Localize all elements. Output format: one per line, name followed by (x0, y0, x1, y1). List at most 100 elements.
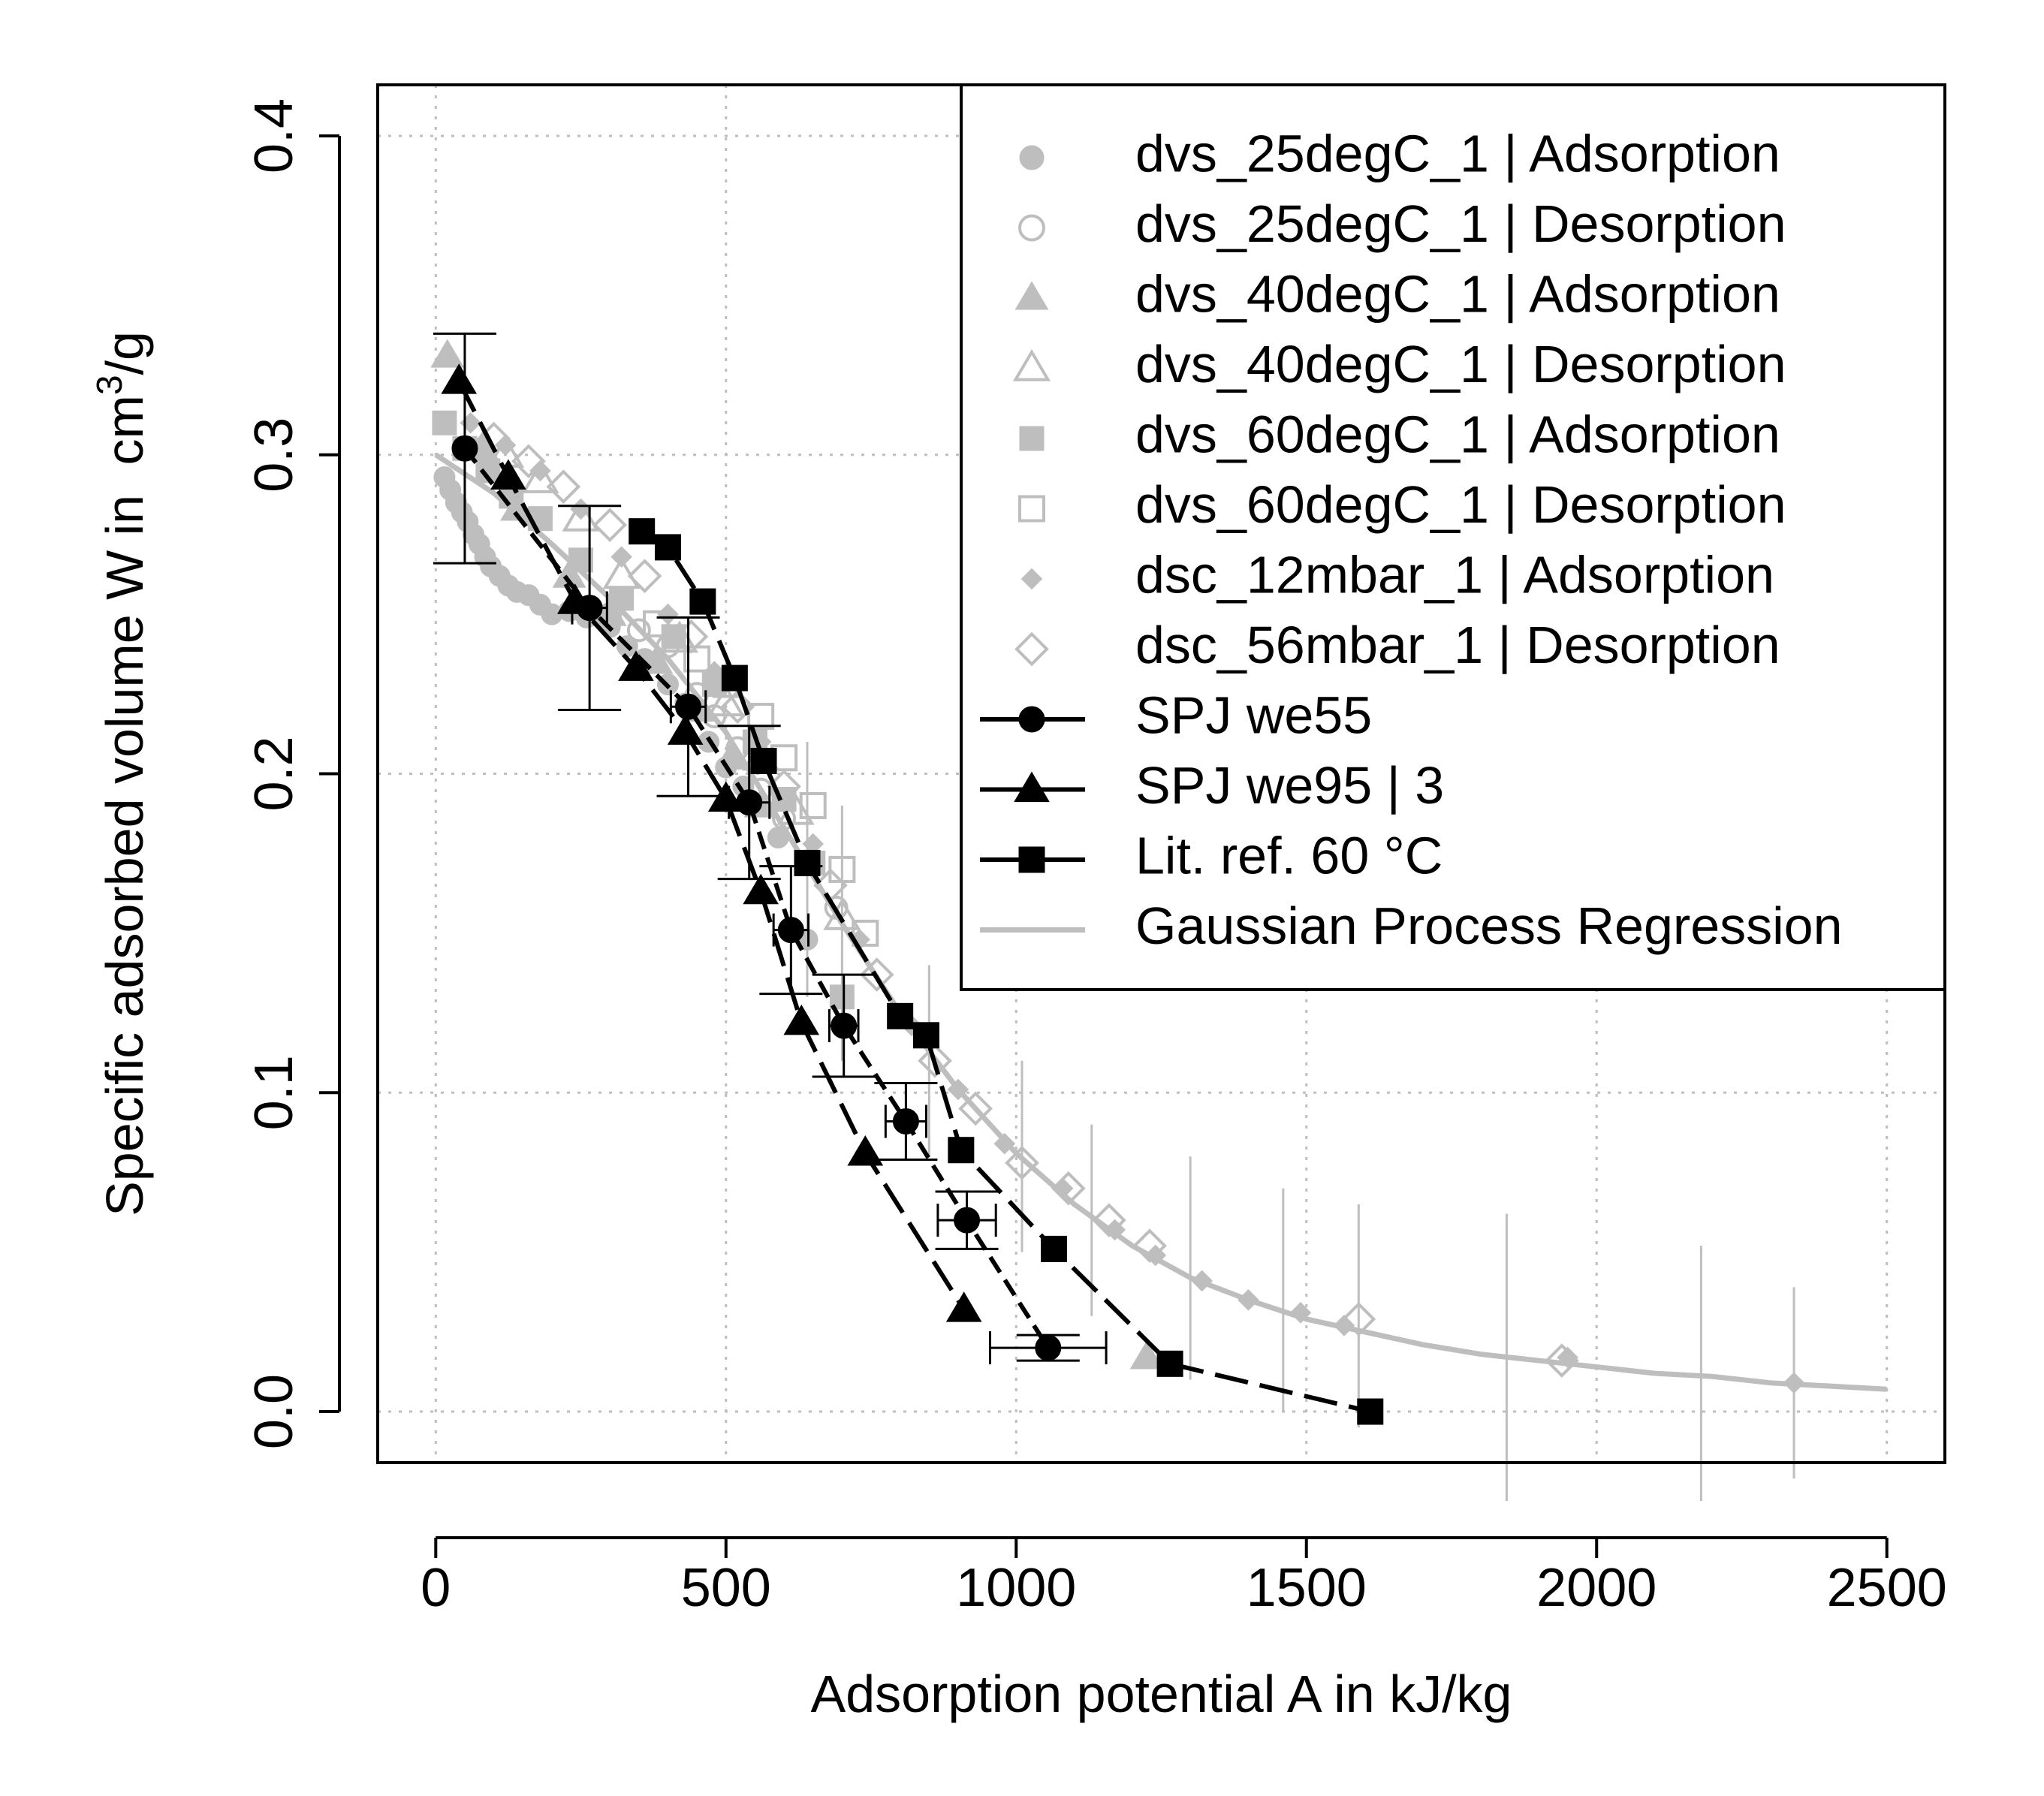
legend-label: dvs_25degC_1 | Adsorption (1135, 124, 1780, 182)
series-line (463, 447, 1051, 1349)
data-point (912, 1022, 939, 1049)
legend-label: Lit. ref. 60 °C (1135, 826, 1443, 884)
data-point (657, 603, 679, 625)
data-point (430, 339, 465, 368)
data-point (689, 588, 716, 615)
y-tick-label: 0.3 (244, 417, 304, 493)
data-point (675, 693, 702, 720)
data-point (704, 661, 725, 683)
data-point (887, 1002, 914, 1029)
x-tick-label: 2000 (1536, 1558, 1657, 1618)
series-line (434, 452, 1887, 1392)
axes: 0 500 1000 1500 2000 2500 0.0 0.1 0.2 0.3 0.4 (244, 98, 1947, 1618)
data-point (707, 684, 745, 717)
legend: dvs_25degC_1 | Adsorption dvs_25degC_1 | … (960, 83, 1946, 991)
data-point (529, 460, 551, 482)
data-point (494, 434, 517, 457)
data-point (750, 748, 777, 775)
data-point (1018, 214, 1045, 242)
data-point (1035, 1334, 1062, 1361)
legend-entry: dvs_60degC_1 | Desorption (1018, 475, 1786, 534)
data-point (610, 546, 632, 568)
data-point (556, 583, 593, 614)
y-axis-title-text: Specific adsorbed volume W in (95, 495, 154, 1216)
legend-entry: Gaussian Process Regression (980, 896, 1843, 955)
x-tick-label: 2500 (1827, 1558, 1947, 1618)
legend-entry: dvs_60degC_1 | Adsorption (1019, 405, 1780, 463)
legend-label: Gaussian Process Regression (1135, 896, 1843, 955)
data-point (794, 849, 821, 876)
data-point (1014, 281, 1049, 310)
data-point (618, 650, 654, 681)
data-point (627, 559, 662, 593)
legend-entry: dsc_56mbar_1 | Desorption (1014, 616, 1780, 674)
y-axis-title-unit: cm (95, 395, 154, 465)
legend-label: dvs_40degC_1 | Desorption (1135, 335, 1786, 393)
data-point (859, 957, 894, 992)
y-axis-title-sup: 3 (90, 375, 130, 395)
data-point (629, 518, 656, 545)
data-point (831, 1012, 858, 1039)
data-point (1341, 1302, 1376, 1336)
y-tick-label: 0.1 (244, 1055, 304, 1130)
data-point (1014, 631, 1049, 667)
data-point (521, 461, 559, 493)
data-point (1092, 1203, 1126, 1238)
data-point (1020, 568, 1043, 590)
data-point (948, 1137, 975, 1164)
series-line (641, 529, 1371, 1414)
legend-label: dvs_25degC_1 | Desorption (1135, 194, 1786, 253)
data-point (451, 435, 478, 462)
data-point (441, 363, 478, 394)
x-tick-label: 0 (421, 1558, 451, 1618)
data-point (1132, 1228, 1167, 1263)
data-point (667, 714, 704, 745)
legend-entry: dvs_25degC_1 | Desorption (1018, 194, 1786, 253)
data-point (918, 1043, 952, 1078)
data-point (1012, 348, 1051, 381)
y-axis-title-suffix: /g (95, 331, 154, 375)
data-point (720, 689, 755, 725)
data-point (799, 791, 827, 819)
data-point (1014, 771, 1050, 803)
legend-label: dvs_40degC_1 | Adsorption (1135, 264, 1780, 323)
data-point (1019, 426, 1045, 451)
series-lit-ref-60-c (629, 518, 1384, 1425)
data-point (954, 1207, 981, 1234)
data-point (432, 410, 457, 435)
data-point (847, 1135, 884, 1166)
legend-box (960, 83, 1946, 991)
data-point (1051, 1171, 1086, 1206)
series-line (457, 380, 966, 1311)
legend-entry: SPJ we55 (980, 686, 1372, 744)
y-tick-label: 0.4 (244, 98, 304, 173)
data-point (777, 917, 804, 944)
data-point (1018, 706, 1045, 733)
data-point (721, 664, 748, 692)
legend-label: dvs_60degC_1 | Adsorption (1135, 405, 1780, 463)
legend-label: dsc_56mbar_1 | Desorption (1135, 616, 1780, 674)
data-point (1018, 495, 1045, 523)
series-layer (430, 332, 1887, 1501)
x-tick-label: 1500 (1247, 1558, 1367, 1618)
data-point (707, 781, 744, 812)
series-spj-we55 (433, 332, 1108, 1365)
data-point (852, 919, 879, 947)
data-point (654, 534, 681, 561)
legend-entry: dvs_25degC_1 | Adsorption (1019, 124, 1780, 182)
x-tick-label: 1000 (956, 1558, 1076, 1618)
x-tick-label: 500 (681, 1558, 771, 1618)
legend-entry: Lit. ref. 60 °C (980, 826, 1443, 884)
data-point (1357, 1398, 1384, 1425)
series-spj-we95-3 (441, 363, 982, 1322)
legend-entry: dvs_40degC_1 | Desorption (1012, 335, 1786, 393)
series-gaussian-process-regression (434, 452, 1887, 1392)
data-point (674, 619, 709, 654)
data-point (945, 1291, 982, 1322)
data-point (490, 459, 526, 490)
data-point (1018, 846, 1045, 873)
data-point (1545, 1343, 1579, 1378)
legend-label: SPJ we95 | 3 (1135, 756, 1444, 815)
x-axis-title: Adsorption potential A in kJ/kg (811, 1665, 1512, 1723)
